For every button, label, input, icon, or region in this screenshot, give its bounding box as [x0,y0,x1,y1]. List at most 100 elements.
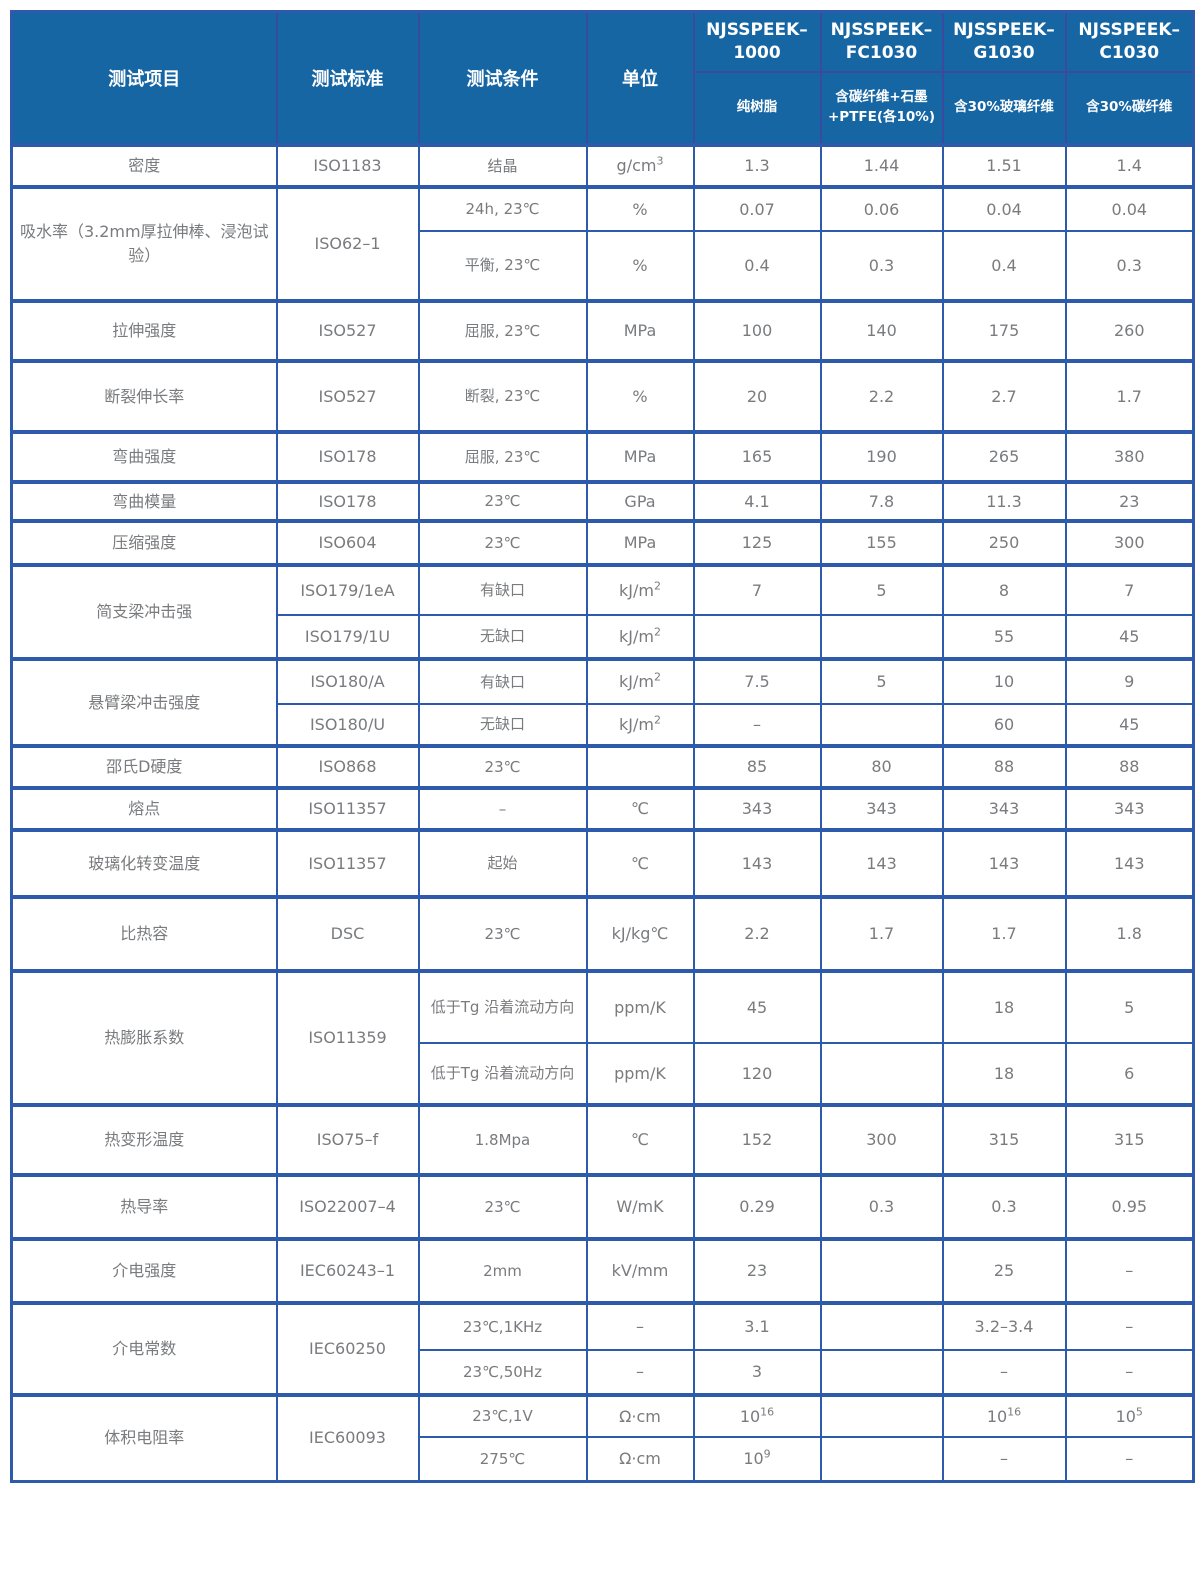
column-header-product-desc: 含30%碳纤维 [1064,71,1195,146]
table-row: 密度 ISO1183 结晶 g/cm3 1.3 1.44 1.51 1.4 [10,143,1195,188]
table-row: 热导率 ISO22007–4 23℃ W/mK 0.29 0.3 0.3 0.95 [10,1173,1195,1240]
cell-unit: ppm/K [585,969,695,1044]
table-row: 弯曲模量 ISO178 23℃ GPa 4.1 7.8 11.3 23 [10,480,1195,522]
cell-item: 简支梁冲击强 [10,563,278,660]
table-row: 弯曲强度 ISO178 屈服, 23℃ MPa 165 190 265 380 [10,430,1195,483]
cell-val: 0.95 [1064,1173,1195,1240]
cell-val: 0.3 [819,230,944,302]
cell-val [819,1301,944,1351]
cell-item: 比热容 [10,895,278,972]
cell-val: 0.3 [1064,230,1195,302]
cell-unit: Ω·cm [585,1436,695,1482]
cell-cond: 2mm [417,1237,588,1304]
table-row: 介电强度 IEC60243–1 2mm kV/mm 23 25– [10,1237,1195,1304]
cell-unit: ℃ [585,828,695,898]
cell-val [819,1042,944,1106]
cell-val [692,614,822,660]
cell-item: 介电强度 [10,1237,278,1304]
cell-cond: 23℃,50Hz [417,1349,588,1396]
cell-val: – [1064,1301,1195,1351]
cell-val: 105 [1064,1393,1195,1438]
cell-val: 7.5 [692,657,822,705]
cell-val: 343 [1064,786,1195,831]
cell-cond: 23℃ [417,480,588,522]
table-row: 拉伸强度 ISO527 屈服, 23℃ MPa 100 140 175 260 [10,299,1195,362]
cell-cond: 23℃ [417,1173,588,1240]
cell-item: 悬臂梁冲击强度 [10,657,278,747]
cell-item: 玻璃化转变温度 [10,828,278,898]
cell-cond: 起始 [417,828,588,898]
cell-val: 315 [1064,1103,1195,1176]
cell-val: 20 [692,359,822,433]
cell-val: – [1064,1237,1195,1304]
cell-val: 88 [941,744,1067,789]
table-row: 体积电阻率 IEC60093 23℃,1V Ω·cm 1016 1016 105 [10,1393,1195,1482]
cell-item: 介电常数 [10,1301,278,1396]
cell-val: 7.8 [819,480,944,522]
cell-std: ISO179/1U [275,614,420,660]
cell-val: 25 [941,1237,1067,1304]
cell-cond: 断裂, 23℃ [417,359,588,433]
cell-val: 3.1 [692,1301,822,1351]
cell-unit: ℃ [585,1103,695,1176]
cell-std: ISO178 [275,480,420,522]
column-header-product-name: NJSSPEEK–1000 [692,10,822,73]
cell-val: 2.2 [819,359,944,433]
cell-val: 343 [941,786,1067,831]
cell-val: 3.2–3.4 [941,1301,1067,1351]
column-header-product-name: NJSSPEEK–FC1030 [819,10,944,73]
table-row: 275℃ Ω·cm 109 – – [12,1436,1195,1482]
cell-cond: 低于Tg 沿着流动方向 [417,969,588,1044]
cell-val: 0.4 [692,230,822,302]
cell-val: – [1064,1349,1195,1396]
cell-val [819,1393,944,1438]
cell-unit: MPa [585,430,695,483]
cell-val: 45 [1064,614,1195,660]
cell-val [819,1237,944,1304]
table-row: 23℃,50Hz –3– – [12,1349,1195,1396]
cell-item: 密度 [10,143,278,188]
table-row: 热膨胀系数 ISO11359 低于Tg 沿着流动方向 ppm/K 45 18 5 [10,969,1195,1106]
cell-item: 体积电阻率 [10,1393,278,1482]
cell-cond: 275℃ [417,1436,588,1482]
cell-std: ISO75–f [275,1103,420,1176]
column-header-product-desc: 含碳纤维+石墨+PTFE(各10%) [819,71,944,146]
cell-val: 300 [1064,519,1195,566]
cell-cond: 23℃ [417,895,588,972]
cell-std: ISO604 [275,519,420,566]
cell-std: ISO11359 [275,969,420,1106]
cell-std: ISO527 [275,359,420,433]
cell-unit: MPa [585,299,695,362]
cell-val: 1016 [692,1393,822,1438]
cell-item: 弯曲强度 [10,430,278,483]
cell-val: 143 [1064,828,1195,898]
cell-unit: MPa [585,519,695,566]
cell-val: 0.06 [819,185,944,232]
column-header-unit: 单位 [585,10,695,146]
cell-val: 0.29 [692,1173,822,1240]
cell-val: 7 [1064,563,1195,616]
cell-val: 380 [1064,430,1195,483]
cell-item: 拉伸强度 [10,299,278,362]
cell-val: 1.51 [941,143,1067,188]
cell-item: 断裂伸长率 [10,359,278,433]
cell-val: 0.04 [1064,185,1195,232]
cell-val: 55 [941,614,1067,660]
cell-val [819,614,944,660]
cell-val: 5 [1064,969,1195,1044]
cell-std: IEC60250 [275,1301,420,1396]
table-row: 介电常数 IEC60250 23℃,1KHz –3.1 3.2–3.4– [10,1301,1195,1396]
cell-std: ISO22007–4 [275,1173,420,1240]
cell-cond: 无缺口 [417,703,588,747]
cell-item: 吸水率（3.2mm厚拉伸棒、浸泡试验） [10,185,278,302]
table-row: 吸水率（3.2mm厚拉伸棒、浸泡试验） ISO62–1 24h, 23℃% 0.07 0… [10,185,1195,302]
column-header-product-name: NJSSPEEK–G1030 [941,10,1067,73]
cell-val: 45 [692,969,822,1044]
cell-val: 23 [1064,480,1195,522]
column-header-standard: 测试标准 [275,10,420,146]
cell-cond: 1.8Mpa [417,1103,588,1176]
properties-table: 测试项目 测试标准 测试条件 单位 NJSSPEEK–1000 NJSSPEEK… [10,10,1195,1483]
cell-unit: kJ/kg℃ [585,895,695,972]
cell-val: 9 [1064,657,1195,705]
cell-val: 0.3 [819,1173,944,1240]
